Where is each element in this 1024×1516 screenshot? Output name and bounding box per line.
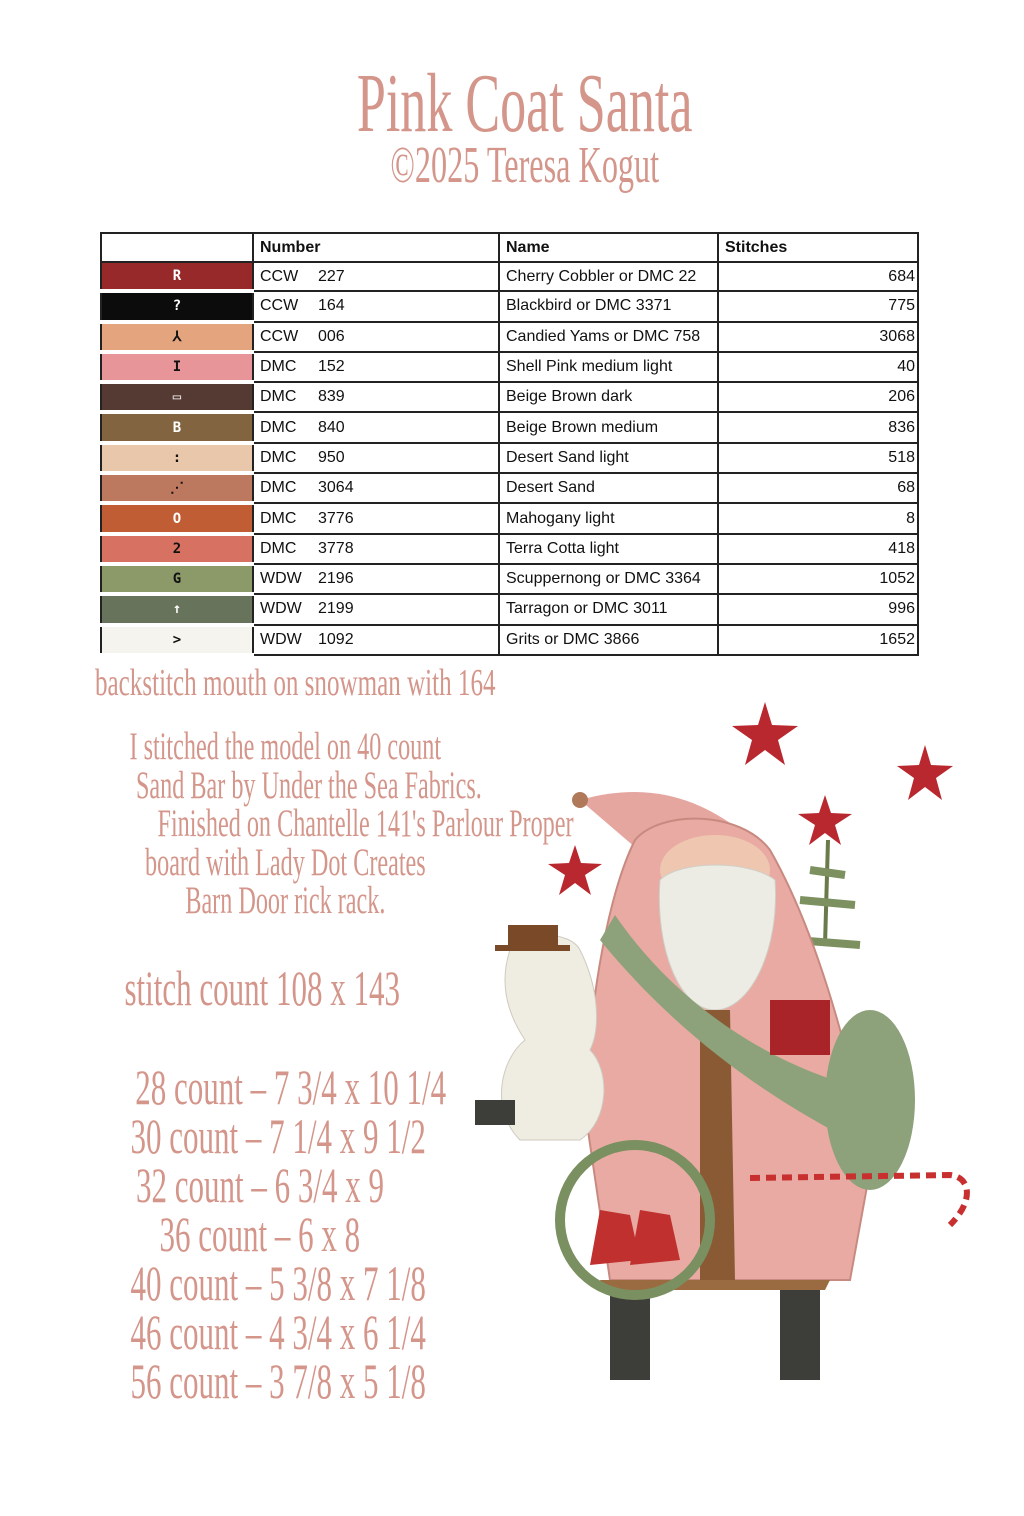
floss-number: CCW 227 (252, 260, 500, 293)
stitch-count-cell: 1052 (717, 562, 919, 596)
size-line: 28 count – 7 3/4 x 10 1/4 (135, 1059, 447, 1115)
floss-key-table: Number Name Stitches R CCW 227 Cherry Cob… (100, 232, 919, 657)
stitch-count-cell: 418 (717, 532, 919, 565)
stitch-count-cell: 836 (717, 411, 919, 444)
floss-number: DMC 3776 (252, 502, 500, 535)
floss-number: DMC 950 (252, 441, 500, 475)
floss-number: DMC 152 (252, 350, 500, 384)
table-row: B DMC 840 Beige Brown medium 836 (100, 411, 919, 445)
table-row: O DMC 3776 Mahogany light 8 (100, 502, 919, 536)
table-row: ↑ WDW 2199 Tarragon or DMC 3011 996 (100, 593, 919, 627)
floss-name: Scuppernong or DMC 3364 (498, 562, 719, 596)
stitch-count-cell: 8 (717, 502, 919, 535)
fabric-notes: I stitched the model on 40 count Sand Ba… (30, 725, 573, 922)
stitch-count-cell: 3068 (717, 320, 919, 353)
floss-name: Desert Sand light (498, 441, 719, 475)
floss-name: Desert Sand (498, 472, 719, 505)
stitch-count: stitch count 108 x 143 (124, 960, 400, 1016)
col-stitches: Stitches (717, 232, 919, 263)
size-line: 56 count – 3 7/8 x 5 1/8 (130, 1353, 426, 1409)
star-icons (548, 702, 953, 895)
symbol-swatch: > (100, 623, 254, 657)
symbol-swatch: 2 (100, 532, 254, 566)
floss-name: Cherry Cobbler or DMC 22 (498, 260, 719, 293)
floss-name: Shell Pink medium light (498, 350, 719, 384)
table-row: ⋰ DMC 3064 Desert Sand 68 (100, 472, 919, 506)
table-row: > WDW 1092 Grits or DMC 3866 1652 (100, 623, 919, 657)
floss-number: CCW 006 (252, 320, 500, 353)
note-line: Barn Door rick rack. (184, 879, 386, 922)
symbol-swatch: : (100, 441, 254, 476)
table-row: ? CCW 164 Blackbird or DMC 3371 775 (100, 290, 919, 324)
note-line: I stitched the model on 40 count (129, 725, 441, 768)
backstitch-note: backstitch mouth on snowman with 164 (95, 662, 496, 704)
stitch-count-cell: 1652 (717, 623, 919, 656)
size-line: 46 count – 4 3/4 x 6 1/4 (130, 1304, 426, 1360)
floss-name: Tarragon or DMC 3011 (498, 593, 719, 626)
stitch-count-cell: 518 (717, 441, 919, 475)
symbol-swatch: B (100, 411, 254, 445)
stitch-count-cell: 206 (717, 381, 919, 414)
note-line: board with Lady Dot Creates (144, 840, 426, 884)
floss-name: Terra Cotta light (498, 532, 719, 565)
symbol-swatch: O (100, 502, 254, 536)
floss-name: Mahogany light (498, 502, 719, 535)
floss-number: DMC 3064 (252, 472, 500, 505)
size-line: 32 count – 6 3/4 x 9 (135, 1157, 384, 1213)
floss-name: Beige Brown dark (498, 381, 719, 414)
symbol-swatch: ⅄ (100, 320, 254, 354)
floss-number: DMC 839 (252, 381, 500, 414)
stitch-count-cell: 775 (717, 290, 919, 323)
symbol-swatch: G (100, 562, 254, 597)
floss-number: WDW 2199 (252, 593, 500, 626)
table-row: G WDW 2196 Scuppernong or DMC 3364 1052 (100, 562, 919, 597)
page-subtitle: ©2025 Teresa Kogut (390, 137, 660, 194)
symbol-swatch: ⋰ (100, 472, 254, 506)
floss-name: Beige Brown medium (498, 411, 719, 444)
santa-illustration (475, 702, 970, 1380)
floss-number: CCW 164 (252, 290, 500, 323)
table-row: R CCW 227 Cherry Cobbler or DMC 22 684 (100, 260, 919, 294)
floss-name: Candied Yams or DMC 758 (498, 320, 719, 353)
symbol-swatch: R (100, 260, 254, 294)
symbol-swatch: ? (100, 290, 254, 324)
symbol-swatch: ▭ (100, 381, 254, 415)
floss-name: Blackbird or DMC 3371 (498, 290, 719, 323)
table-header: Number Name Stitches (100, 232, 919, 263)
table-row: : DMC 950 Desert Sand light 518 (100, 441, 919, 476)
floss-number: DMC 3778 (252, 532, 500, 565)
stitch-count-cell: 68 (717, 472, 919, 505)
table-row: ▭ DMC 839 Beige Brown dark 206 (100, 381, 919, 415)
stitch-count-cell: 40 (717, 350, 919, 384)
finished-sizes: 28 count – 7 3/4 x 10 1/4 30 count – 7 1… (40, 1059, 480, 1409)
note-line: Finished on Chantelle 141's Parlour Prop… (157, 802, 574, 845)
symbol-swatch: ↑ (100, 593, 254, 627)
size-line: 30 count – 7 1/4 x 9 1/2 (130, 1108, 426, 1164)
stitch-count-cell: 684 (717, 260, 919, 293)
size-line: 40 count – 5 3/8 x 7 1/8 (130, 1255, 426, 1311)
col-name: Name (498, 232, 719, 263)
table-row: ⅄ CCW 006 Candied Yams or DMC 758 3068 (100, 320, 919, 354)
floss-name: Grits or DMC 3866 (498, 623, 719, 656)
stitch-count-cell: 996 (717, 593, 919, 626)
note-line: Sand Bar by Under the Sea Fabrics. (135, 763, 482, 807)
table-row: I DMC 152 Shell Pink medium light 40 (100, 350, 919, 385)
floss-number: WDW 2196 (252, 562, 500, 596)
size-line: 36 count – 6 x 8 (159, 1206, 361, 1262)
table-row: 2 DMC 3778 Terra Cotta light 418 (100, 532, 919, 566)
page-title: Pink Coat Santa (357, 57, 693, 150)
col-number: Number (252, 232, 500, 263)
floss-number: WDW 1092 (252, 623, 500, 656)
floss-number: DMC 840 (252, 411, 500, 444)
symbol-swatch: I (100, 350, 254, 385)
col-symbol (100, 232, 254, 263)
